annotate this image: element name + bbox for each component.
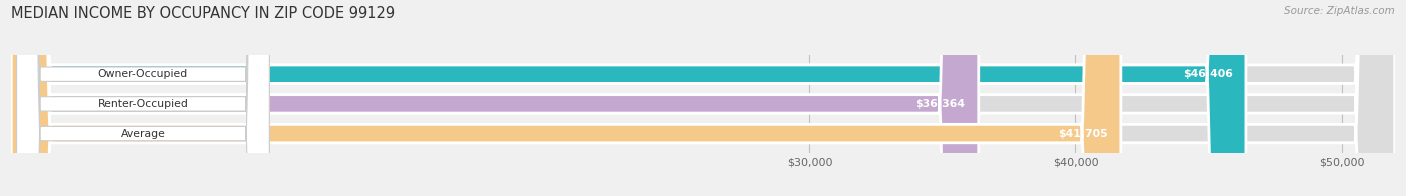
FancyBboxPatch shape bbox=[11, 0, 1395, 196]
Text: Average: Average bbox=[121, 129, 166, 139]
Text: Renter-Occupied: Renter-Occupied bbox=[97, 99, 188, 109]
Text: $46,406: $46,406 bbox=[1182, 69, 1233, 79]
FancyBboxPatch shape bbox=[11, 0, 979, 196]
FancyBboxPatch shape bbox=[17, 0, 270, 196]
FancyBboxPatch shape bbox=[11, 0, 1395, 196]
FancyBboxPatch shape bbox=[17, 0, 270, 196]
FancyBboxPatch shape bbox=[11, 0, 1395, 196]
FancyBboxPatch shape bbox=[11, 0, 1121, 196]
FancyBboxPatch shape bbox=[11, 0, 1246, 196]
Text: MEDIAN INCOME BY OCCUPANCY IN ZIP CODE 99129: MEDIAN INCOME BY OCCUPANCY IN ZIP CODE 9… bbox=[11, 6, 395, 21]
Text: Owner-Occupied: Owner-Occupied bbox=[98, 69, 188, 79]
Text: Source: ZipAtlas.com: Source: ZipAtlas.com bbox=[1284, 6, 1395, 16]
FancyBboxPatch shape bbox=[17, 0, 270, 196]
Text: $36,364: $36,364 bbox=[915, 99, 966, 109]
Text: $41,705: $41,705 bbox=[1057, 129, 1108, 139]
